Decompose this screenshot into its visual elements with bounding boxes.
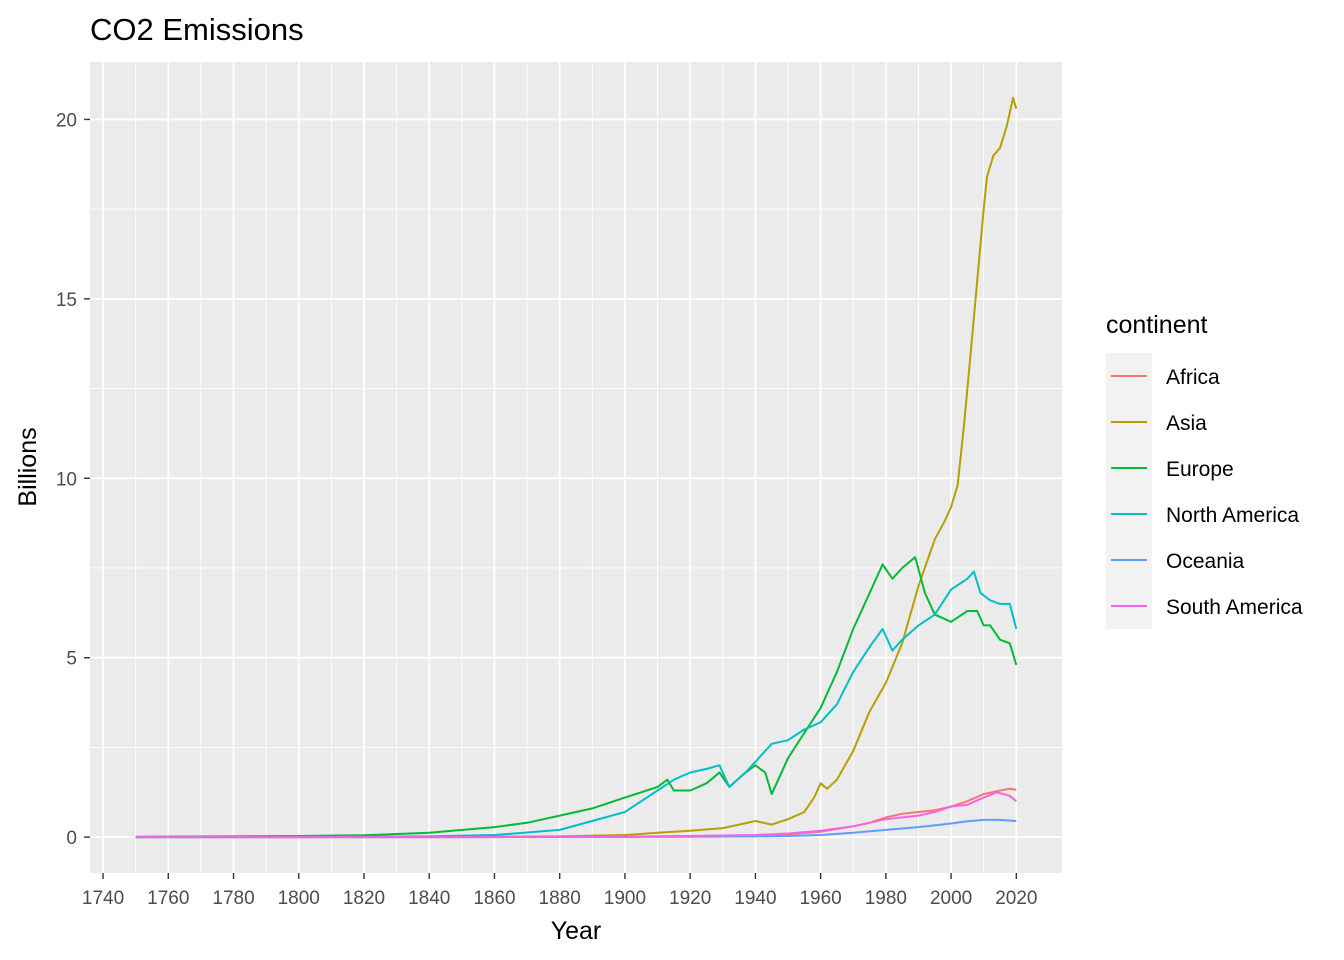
- x-tick-label: 1760: [147, 888, 189, 909]
- y-tick-label: 10: [56, 469, 77, 490]
- y-tick-label: 5: [66, 649, 77, 670]
- y-tick-label: 0: [66, 828, 77, 849]
- series-lines: [135, 96, 1018, 839]
- legend-label-north-america: North America: [1166, 504, 1299, 527]
- legend-label-asia: Asia: [1166, 412, 1207, 435]
- x-axis-title: Year: [551, 917, 602, 945]
- x-tick-label: 1740: [82, 888, 124, 909]
- x-tick-label: 1860: [473, 888, 515, 909]
- x-tick-label: 1940: [734, 888, 776, 909]
- x-tick-label: 1900: [604, 888, 646, 909]
- x-tick-label: 2020: [995, 888, 1037, 909]
- grid-lines: [90, 62, 1062, 873]
- y-tick-label: 15: [56, 290, 77, 311]
- x-tick-label: 1880: [539, 888, 581, 909]
- x-tick-label: 1980: [865, 888, 907, 909]
- series-line-south-america: [135, 791, 1017, 839]
- x-tick-label: 1960: [799, 888, 841, 909]
- legend-label-africa: Africa: [1166, 366, 1220, 389]
- y-axis-title: Billions: [14, 427, 42, 506]
- x-tick-label: 1920: [669, 888, 711, 909]
- legend-label-south-america: South America: [1166, 596, 1303, 619]
- legend-title: continent: [1106, 311, 1208, 339]
- axes: 1740 1760 1780 1800 1820 1840 1860 1880 1900 1920…: [56, 110, 1038, 909]
- legend-label-europe: Europe: [1166, 458, 1234, 481]
- x-tick-label: 2000: [930, 888, 972, 909]
- x-tick-label: 1780: [212, 888, 254, 909]
- chart-title: CO2 Emissions: [90, 12, 304, 47]
- x-tick-label: 1820: [343, 888, 385, 909]
- series-line-north-america: [135, 570, 1018, 839]
- series-line-europe: [135, 556, 1018, 838]
- x-tick-label: 1840: [408, 888, 450, 909]
- legend: continent Africa Asia Europe North America O…: [1106, 311, 1303, 629]
- x-tick-label: 1800: [278, 888, 320, 909]
- y-tick-label: 20: [56, 110, 77, 131]
- plot-panel: [90, 62, 1062, 873]
- series-line-asia: [135, 96, 1018, 839]
- legend-label-oceania: Oceania: [1166, 550, 1245, 573]
